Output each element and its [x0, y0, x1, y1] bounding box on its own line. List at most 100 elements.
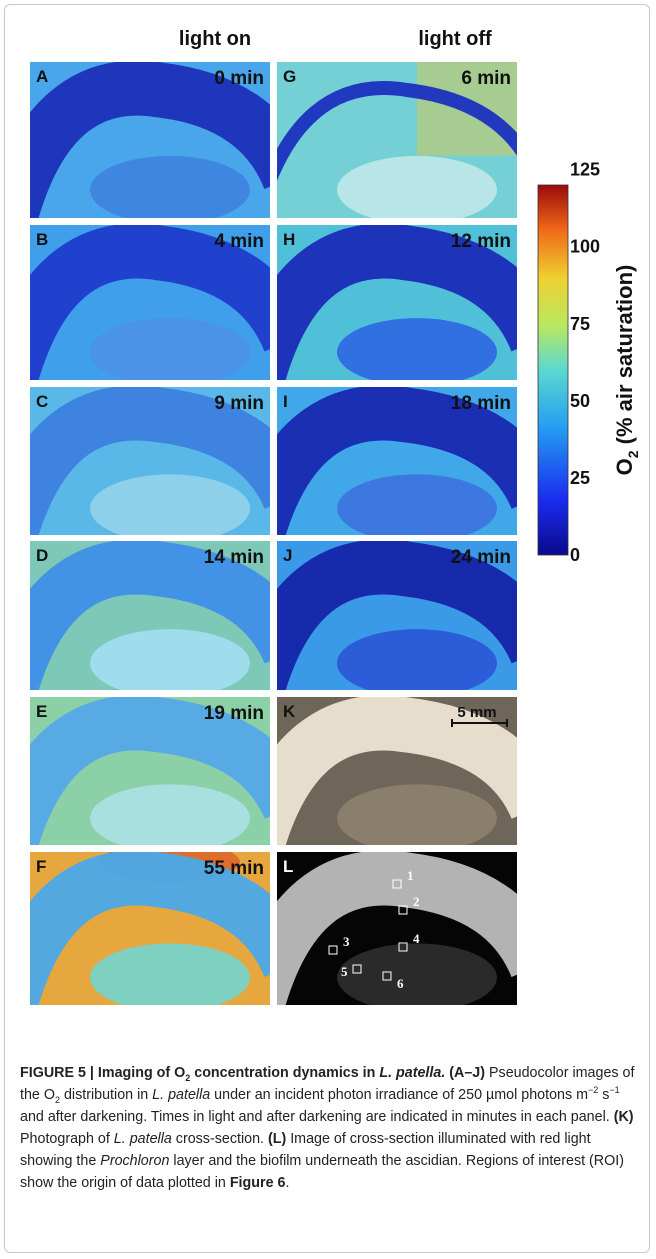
- panel-band: [30, 62, 270, 218]
- panel-inner: [337, 155, 497, 218]
- panel: [277, 225, 517, 380]
- panel-band: [30, 697, 270, 845]
- panel-letter: G: [283, 67, 296, 86]
- colorbar-tick-label: 125: [570, 160, 600, 180]
- roi-label: 1: [407, 868, 414, 883]
- panel-inner: [90, 784, 250, 845]
- scale-label: 5 mm: [457, 704, 496, 721]
- panel: [30, 852, 270, 1005]
- panel: [30, 697, 270, 845]
- caption-text: layer and the biofilm underneath the asc…: [20, 1153, 624, 1191]
- colorbar-tick-label: 25: [570, 468, 590, 488]
- roi-label: 3: [343, 934, 350, 949]
- panel-band: [277, 697, 517, 845]
- panel: [277, 387, 517, 535]
- panel: [30, 387, 270, 535]
- colorbar-tick-label: 50: [570, 391, 590, 411]
- colorbar-label-part: O: [612, 458, 637, 475]
- panel-inner: [337, 943, 497, 1005]
- panel-band: [277, 225, 517, 380]
- roi-box: [352, 964, 362, 974]
- caption-text: −2: [588, 1085, 599, 1096]
- panel-time: 0 min: [214, 68, 264, 89]
- panel-inner: [90, 155, 250, 218]
- colorbar-tick-label: 0: [570, 545, 580, 565]
- panel-band: [277, 81, 517, 181]
- panel-time: 19 min: [204, 703, 264, 724]
- caption-text: Photograph of: [20, 1131, 114, 1147]
- panel-time: 18 min: [451, 393, 511, 414]
- caption-text: under an incident photon irradiance of 2…: [210, 1087, 589, 1103]
- panel-time: 55 min: [204, 858, 264, 879]
- panel: [30, 62, 270, 218]
- panel: [277, 541, 517, 690]
- panel-letter: C: [36, 392, 48, 411]
- panel-band: [277, 387, 517, 535]
- roi-box: [328, 945, 338, 955]
- column-header: light off: [418, 28, 492, 50]
- roi-label: 6: [397, 976, 404, 991]
- caption-text: Pseudocolor images of the O: [20, 1065, 635, 1103]
- caption: FIGURE 5 | Imaging of O2 concentration d…: [20, 1062, 642, 1194]
- panel-letter: K: [283, 702, 296, 721]
- panel: [30, 225, 270, 380]
- column-header: light on: [179, 28, 251, 50]
- panel-letter: J: [283, 546, 292, 565]
- panel-inner: [337, 629, 497, 690]
- panel-band: [277, 852, 517, 1005]
- colorbar-tick-label: 100: [570, 237, 600, 257]
- panel-band: [30, 852, 270, 1005]
- roi-label: 2: [413, 894, 420, 909]
- caption-text: Image of cross-section illuminated with …: [20, 1131, 591, 1169]
- caption-text: −1: [609, 1085, 620, 1096]
- panel: [277, 852, 517, 1005]
- panel-letter: F: [36, 857, 46, 876]
- panel-time: 14 min: [204, 547, 264, 568]
- colorbar-tick-label: 75: [570, 314, 590, 334]
- caption-text: Figure 6: [229, 1175, 286, 1191]
- panel-time: 24 min: [451, 547, 511, 568]
- scale-bar: [451, 719, 508, 727]
- panel-letter: H: [283, 230, 295, 249]
- caption-text: (L): [267, 1131, 287, 1147]
- colorbar-label: O2 (% air saturation): [612, 265, 641, 476]
- caption-text: L. patella: [113, 1131, 172, 1147]
- caption-text: 2: [185, 1072, 191, 1083]
- panel-letter: E: [36, 702, 47, 721]
- panel-inner: [90, 318, 250, 380]
- caption-text: s: [598, 1087, 610, 1103]
- panel-band: [30, 387, 270, 535]
- caption-text: Prochloron: [100, 1153, 170, 1169]
- panel-letter: A: [36, 67, 48, 86]
- colorbar: [537, 184, 569, 556]
- caption-text: L. patella.: [379, 1065, 446, 1081]
- panel-band: [277, 541, 517, 690]
- roi-label: 4: [413, 931, 420, 946]
- caption-text: cross-section.: [171, 1131, 268, 1147]
- roi-box: [398, 942, 408, 952]
- caption-text: 2: [54, 1094, 60, 1105]
- caption-text: .: [285, 1175, 290, 1191]
- caption-text: and after darkening. Times in light and …: [20, 1109, 614, 1125]
- caption-text: FIGURE 5 | Imaging of O: [20, 1065, 186, 1081]
- panel-inner: [90, 629, 250, 690]
- panel-letter: D: [36, 546, 48, 565]
- roi-box: [392, 879, 402, 889]
- colorbar-label-part: (% air saturation): [612, 265, 637, 451]
- colorbar-label-part: 2: [625, 450, 641, 458]
- panel-band: [30, 541, 270, 690]
- panel-inner: [337, 474, 497, 535]
- roi-box: [398, 905, 408, 915]
- panel-time: 12 min: [451, 231, 511, 252]
- caption-text: (K): [613, 1109, 634, 1125]
- panel-inner: [90, 474, 250, 535]
- figure-frame: [4, 4, 650, 1253]
- panel: [277, 62, 517, 218]
- caption-text: (A–J): [445, 1065, 486, 1081]
- panel-band: [30, 225, 270, 380]
- panel-inner: [337, 318, 497, 380]
- panel: [277, 697, 517, 845]
- roi-label: 5: [341, 964, 348, 979]
